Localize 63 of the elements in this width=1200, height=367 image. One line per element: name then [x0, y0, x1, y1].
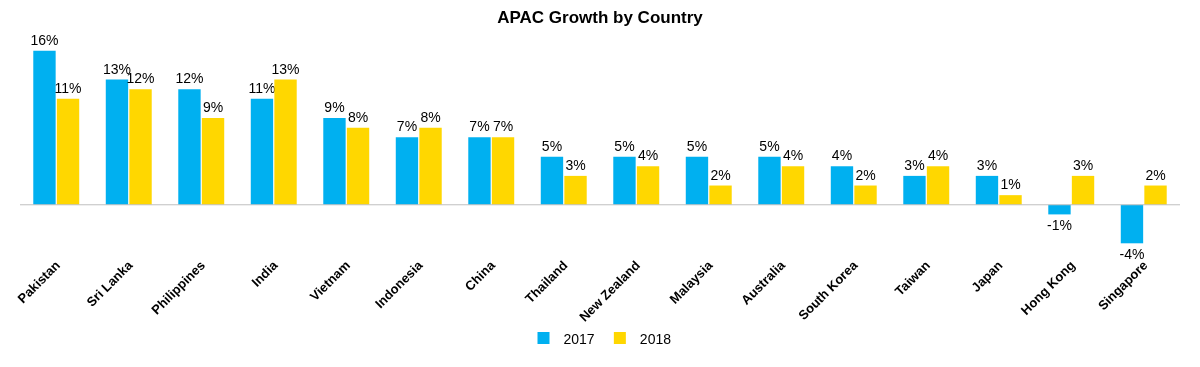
data-label: 8%	[420, 108, 441, 125]
bar	[201, 118, 225, 205]
data-label: 8%	[347, 108, 369, 125]
data-label: 7%	[396, 118, 418, 135]
bar	[1048, 204, 1071, 215]
data-label: 5%	[541, 137, 563, 154]
bar	[564, 175, 587, 205]
bar	[274, 79, 297, 205]
data-label: 4%	[831, 147, 853, 164]
bar	[468, 137, 491, 205]
data-label: 4%	[637, 147, 659, 164]
data-label: 7%	[492, 118, 514, 135]
bar	[758, 156, 781, 205]
bar	[685, 156, 709, 205]
bar	[854, 185, 877, 205]
data-label: -1%	[1047, 217, 1072, 234]
bar	[926, 166, 950, 205]
chart-title: APAC Growth by Country	[497, 7, 704, 27]
data-label: 5%	[759, 137, 780, 154]
legend-label: 2018	[639, 330, 672, 347]
bar	[395, 137, 419, 205]
bar	[250, 98, 274, 205]
data-label: 3%	[1072, 156, 1094, 173]
bar	[709, 185, 732, 205]
data-label: 7%	[469, 118, 490, 135]
bar	[178, 89, 201, 205]
bar	[613, 156, 636, 205]
data-label: 3%	[976, 156, 998, 173]
data-label: 13%	[271, 60, 300, 77]
bar	[781, 166, 805, 205]
data-label: 9%	[202, 99, 224, 116]
bar	[419, 127, 442, 205]
data-label: 2%	[1145, 166, 1166, 183]
bar	[33, 50, 56, 205]
data-label: 9%	[324, 99, 345, 116]
data-label: 3%	[904, 156, 925, 173]
bar	[540, 156, 564, 205]
bar	[830, 166, 854, 205]
bar	[491, 137, 515, 205]
bar	[1120, 204, 1144, 244]
data-label: 2%	[710, 166, 731, 183]
bar	[323, 118, 346, 205]
data-label: 4%	[927, 147, 949, 164]
legend-label: 2017	[563, 330, 595, 347]
data-label: 1%	[1000, 176, 1021, 193]
bar	[636, 166, 660, 205]
data-label: 5%	[686, 137, 708, 154]
bar	[1071, 175, 1095, 205]
bar	[1144, 185, 1167, 205]
data-label: 4%	[782, 147, 804, 164]
bar	[346, 127, 370, 205]
bar	[105, 79, 129, 205]
data-label: -4%	[1119, 246, 1145, 263]
data-label: 3%	[565, 156, 586, 173]
data-label: 12%	[175, 70, 204, 87]
data-label: 16%	[30, 31, 59, 48]
bar	[999, 195, 1022, 205]
bar	[129, 89, 152, 205]
data-label: 5%	[614, 137, 635, 154]
data-label: 2%	[855, 166, 876, 183]
bar	[903, 175, 926, 205]
bar	[975, 175, 999, 205]
bar	[56, 98, 80, 205]
